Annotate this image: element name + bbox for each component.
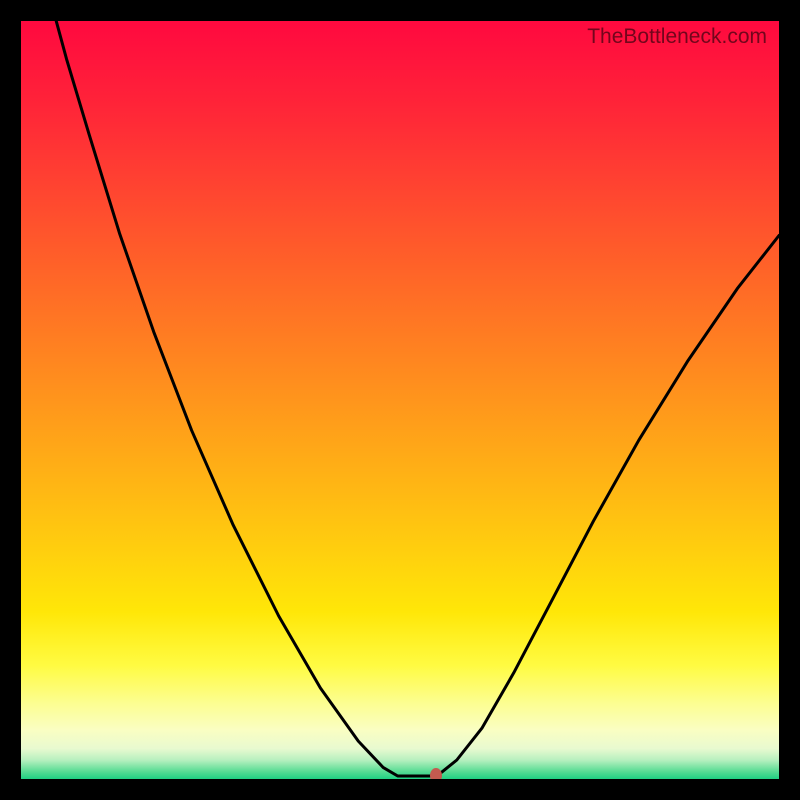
plot-area: TheBottleneck.com	[21, 21, 779, 779]
value-marker	[430, 768, 442, 779]
watermark-text: TheBottleneck.com	[587, 25, 767, 49]
chart-frame: TheBottleneck.com	[0, 0, 800, 800]
bottleneck-curve	[21, 21, 779, 779]
